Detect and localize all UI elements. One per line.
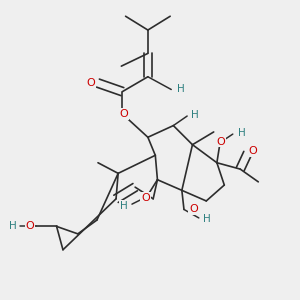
Text: H: H [191, 110, 199, 120]
Text: O: O [189, 204, 198, 214]
Text: O: O [141, 193, 150, 203]
Text: H: H [238, 128, 246, 138]
Text: H: H [203, 214, 211, 224]
Text: H: H [120, 201, 128, 211]
Text: O: O [249, 146, 257, 156]
Text: H: H [8, 221, 16, 231]
Text: O: O [26, 221, 34, 231]
Text: O: O [217, 136, 226, 146]
Text: O: O [86, 78, 95, 88]
Text: O: O [119, 109, 128, 119]
Text: H: H [176, 85, 184, 94]
